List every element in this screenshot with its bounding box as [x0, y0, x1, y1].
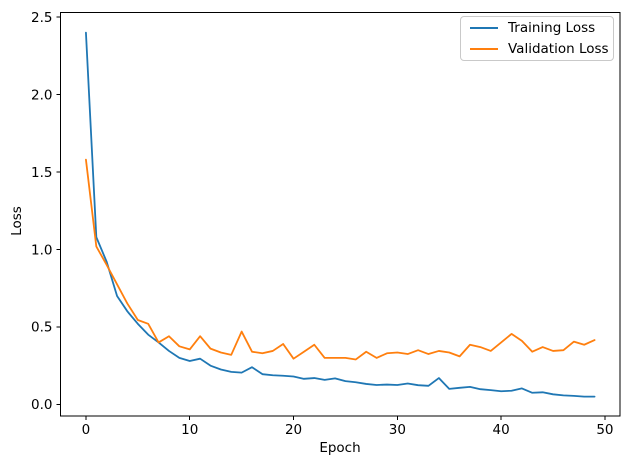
y-tick-label: 1.0 — [31, 242, 52, 258]
legend-label-training-loss: Training Loss — [508, 20, 596, 36]
training-loss-line — [85, 31, 596, 398]
y-tick-label: 2.0 — [31, 87, 52, 103]
y-tick-label: 2.5 — [31, 10, 52, 26]
legend: Training Loss Validation Loss — [460, 16, 614, 61]
legend-item-validation-loss: Validation Loss — [461, 40, 613, 58]
y-tick-label: 0.5 — [31, 320, 52, 336]
x-tick-label: 40 — [493, 422, 510, 438]
y-tick-label: 0.0 — [31, 397, 52, 413]
y-tick-label: 1.5 — [31, 165, 52, 181]
training-loss-swatch — [470, 27, 498, 29]
axes-frame — [60, 12, 621, 417]
legend-item-training-loss: Training Loss — [461, 19, 613, 37]
x-tick-label: 50 — [596, 422, 613, 438]
x-axis-label: Epoch — [319, 440, 361, 456]
x-tick-label: 30 — [389, 422, 406, 438]
x-tick-label: 0 — [82, 422, 91, 438]
x-tick-label: 10 — [181, 422, 198, 438]
validation-loss-swatch — [470, 48, 498, 50]
y-axis-label: Loss — [9, 206, 25, 236]
validation-loss-line — [85, 158, 596, 361]
x-tick-label: 20 — [285, 422, 302, 438]
legend-label-validation-loss: Validation Loss — [508, 41, 609, 57]
